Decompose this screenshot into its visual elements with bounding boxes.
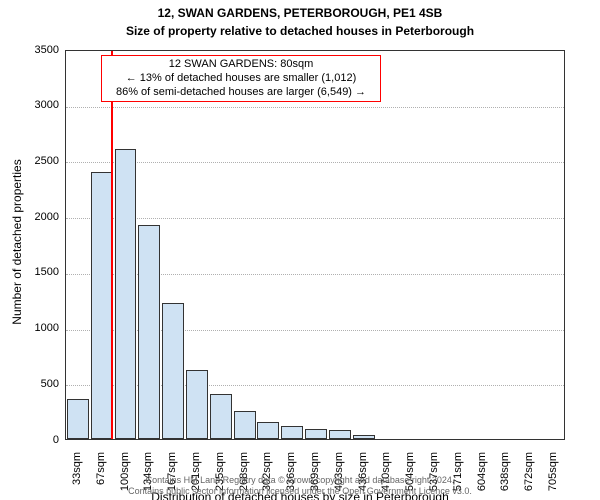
bar xyxy=(138,225,160,439)
info-box: 12 SWAN GARDENS: 80sqm ← 13% of detached… xyxy=(101,55,381,102)
y-tick-label: 0 xyxy=(0,434,59,446)
bar xyxy=(210,394,232,439)
bar xyxy=(186,370,208,439)
info-line-3: 86% of semi-detached houses are larger (… xyxy=(106,86,376,100)
gridline xyxy=(66,218,564,219)
bar xyxy=(234,411,256,439)
y-tick-label: 1500 xyxy=(0,266,59,278)
bar xyxy=(257,422,279,439)
y-tick-label: 1000 xyxy=(0,322,59,334)
y-tick-label: 3500 xyxy=(0,44,59,56)
y-tick-label: 2000 xyxy=(0,211,59,223)
gridline xyxy=(66,107,564,108)
bar xyxy=(162,303,184,439)
reference-line xyxy=(111,51,113,439)
bar xyxy=(67,399,89,439)
y-tick-label: 2500 xyxy=(0,155,59,167)
bar xyxy=(115,149,137,439)
chart-title-line2: Size of property relative to detached ho… xyxy=(0,24,600,38)
chart-title-line1: 12, SWAN GARDENS, PETERBOROUGH, PE1 4SB xyxy=(0,6,600,20)
bar xyxy=(305,429,327,439)
plot-area: 12 SWAN GARDENS: 80sqm ← 13% of detached… xyxy=(65,50,565,440)
chart-root: 12, SWAN GARDENS, PETERBOROUGH, PE1 4SB … xyxy=(0,0,600,500)
bar xyxy=(281,426,303,439)
footer-line-2: Contains public sector information licen… xyxy=(0,486,600,497)
bar xyxy=(353,435,375,439)
bar xyxy=(91,172,113,439)
gridline xyxy=(66,162,564,163)
info-line-1: 12 SWAN GARDENS: 80sqm xyxy=(106,58,376,72)
y-tick-label: 500 xyxy=(0,378,59,390)
footer: Contains HM Land Registry data © Crown c… xyxy=(0,475,600,498)
y-tick-label: 3000 xyxy=(0,99,59,111)
info-line-2: ← 13% of detached houses are smaller (1,… xyxy=(106,72,376,86)
bar xyxy=(329,430,351,439)
footer-line-1: Contains HM Land Registry data © Crown c… xyxy=(0,475,600,486)
